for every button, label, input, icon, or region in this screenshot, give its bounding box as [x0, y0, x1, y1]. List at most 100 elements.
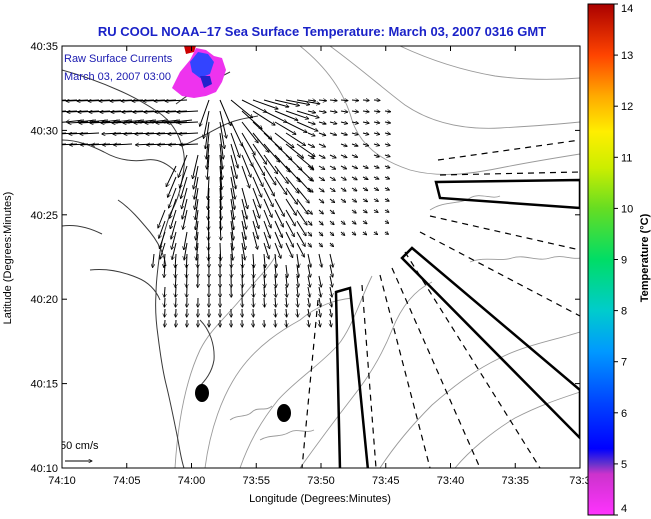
current-vector — [384, 210, 389, 212]
current-vector — [307, 187, 313, 192]
current-vector — [307, 253, 311, 267]
sst-patch — [172, 46, 226, 98]
current-vector — [174, 119, 193, 122]
current-vector — [241, 220, 246, 240]
current-vector — [286, 319, 287, 327]
current-vector — [285, 187, 298, 204]
mooring-marker — [277, 404, 291, 422]
current-vector — [200, 99, 210, 126]
current-vector — [252, 121, 272, 140]
current-vector — [340, 122, 348, 124]
current-vector — [285, 143, 304, 158]
current-vector — [175, 275, 176, 287]
current-vector — [264, 264, 265, 278]
current-vector — [220, 242, 221, 260]
current-vector — [159, 220, 166, 238]
x-tick-label: 73:3 — [569, 475, 590, 487]
current-vector — [252, 154, 265, 176]
current-vector — [330, 308, 332, 317]
current-vector — [297, 308, 298, 317]
current-vector — [241, 132, 255, 155]
current-vector — [285, 132, 305, 146]
current-vector — [274, 242, 281, 258]
current-vector — [165, 308, 166, 317]
colorbar-tick-label: 8 — [621, 306, 627, 318]
current-vector — [285, 99, 310, 105]
current-vector — [62, 144, 78, 145]
current-vector — [329, 198, 335, 203]
current-vector — [263, 110, 287, 122]
current-vector — [318, 100, 327, 101]
y-tick-label: 40:25 — [30, 210, 58, 222]
current-vector — [340, 133, 347, 135]
current-vector — [340, 166, 347, 169]
current-vector — [263, 143, 280, 162]
current-vector — [297, 264, 299, 277]
current-vector — [329, 209, 334, 214]
current-vector — [307, 176, 314, 181]
current-vector — [253, 297, 254, 307]
current-vector — [184, 242, 188, 260]
current-vector — [168, 176, 177, 197]
current-vectors — [62, 99, 391, 327]
current-vector — [307, 264, 310, 277]
current-vector — [220, 187, 221, 210]
current-vector — [230, 154, 237, 179]
current-vector — [319, 319, 320, 327]
current-vector — [219, 154, 222, 179]
current-vector — [351, 122, 358, 123]
y-axis-label: Latitude (Degrees:Minutes) — [2, 192, 14, 325]
current-vector — [307, 231, 312, 236]
colorbar-tick-label: 11 — [621, 152, 632, 164]
current-vector — [275, 253, 276, 268]
current-vector — [318, 231, 323, 236]
current-vector — [373, 166, 379, 168]
current-vector — [175, 253, 176, 268]
current-vector — [318, 275, 321, 287]
x-tick-label: 73:45 — [372, 475, 400, 487]
current-vector — [373, 177, 379, 179]
current-vector — [136, 144, 155, 145]
current-vector — [329, 155, 336, 158]
x-tick-label: 73:50 — [307, 475, 335, 487]
current-vector — [241, 198, 247, 219]
current-vector — [241, 110, 262, 129]
current-vector — [318, 165, 325, 170]
current-vector — [286, 308, 287, 317]
current-vector — [318, 133, 326, 136]
current-vector — [156, 122, 177, 123]
current-vector — [363, 232, 367, 235]
current-vector — [362, 133, 369, 135]
current-vector — [285, 176, 299, 193]
current-vector — [340, 198, 346, 202]
current-vector — [340, 144, 347, 146]
current-vector — [252, 165, 263, 187]
current-vector — [373, 144, 380, 146]
x-axis: 74:10 74:05 74:00 73:55 73:50 73:45 73:40 73:35… — [48, 46, 591, 487]
current-vector — [241, 143, 253, 166]
current-vector — [252, 220, 258, 239]
current-vector — [274, 176, 287, 195]
current-vector — [329, 253, 333, 267]
current-vector — [230, 132, 240, 158]
current-vector — [160, 242, 166, 259]
current-vector — [182, 198, 188, 219]
current-vector — [307, 209, 312, 214]
current-vector — [230, 143, 238, 168]
current-vector — [330, 319, 331, 327]
current-vector — [296, 242, 304, 257]
current-vector — [103, 144, 122, 145]
current-vector — [62, 121, 67, 123]
current-vector — [220, 176, 222, 200]
current-vector — [351, 100, 359, 101]
current-vector — [307, 143, 315, 147]
current-vector — [362, 199, 368, 202]
current-vector — [340, 232, 345, 235]
current-vector — [242, 275, 243, 287]
current-vector — [351, 111, 359, 112]
current-vector — [62, 132, 78, 135]
current-vector — [330, 243, 334, 247]
current-vector — [70, 144, 89, 145]
current-vector — [296, 143, 315, 157]
current-vector — [275, 264, 276, 277]
